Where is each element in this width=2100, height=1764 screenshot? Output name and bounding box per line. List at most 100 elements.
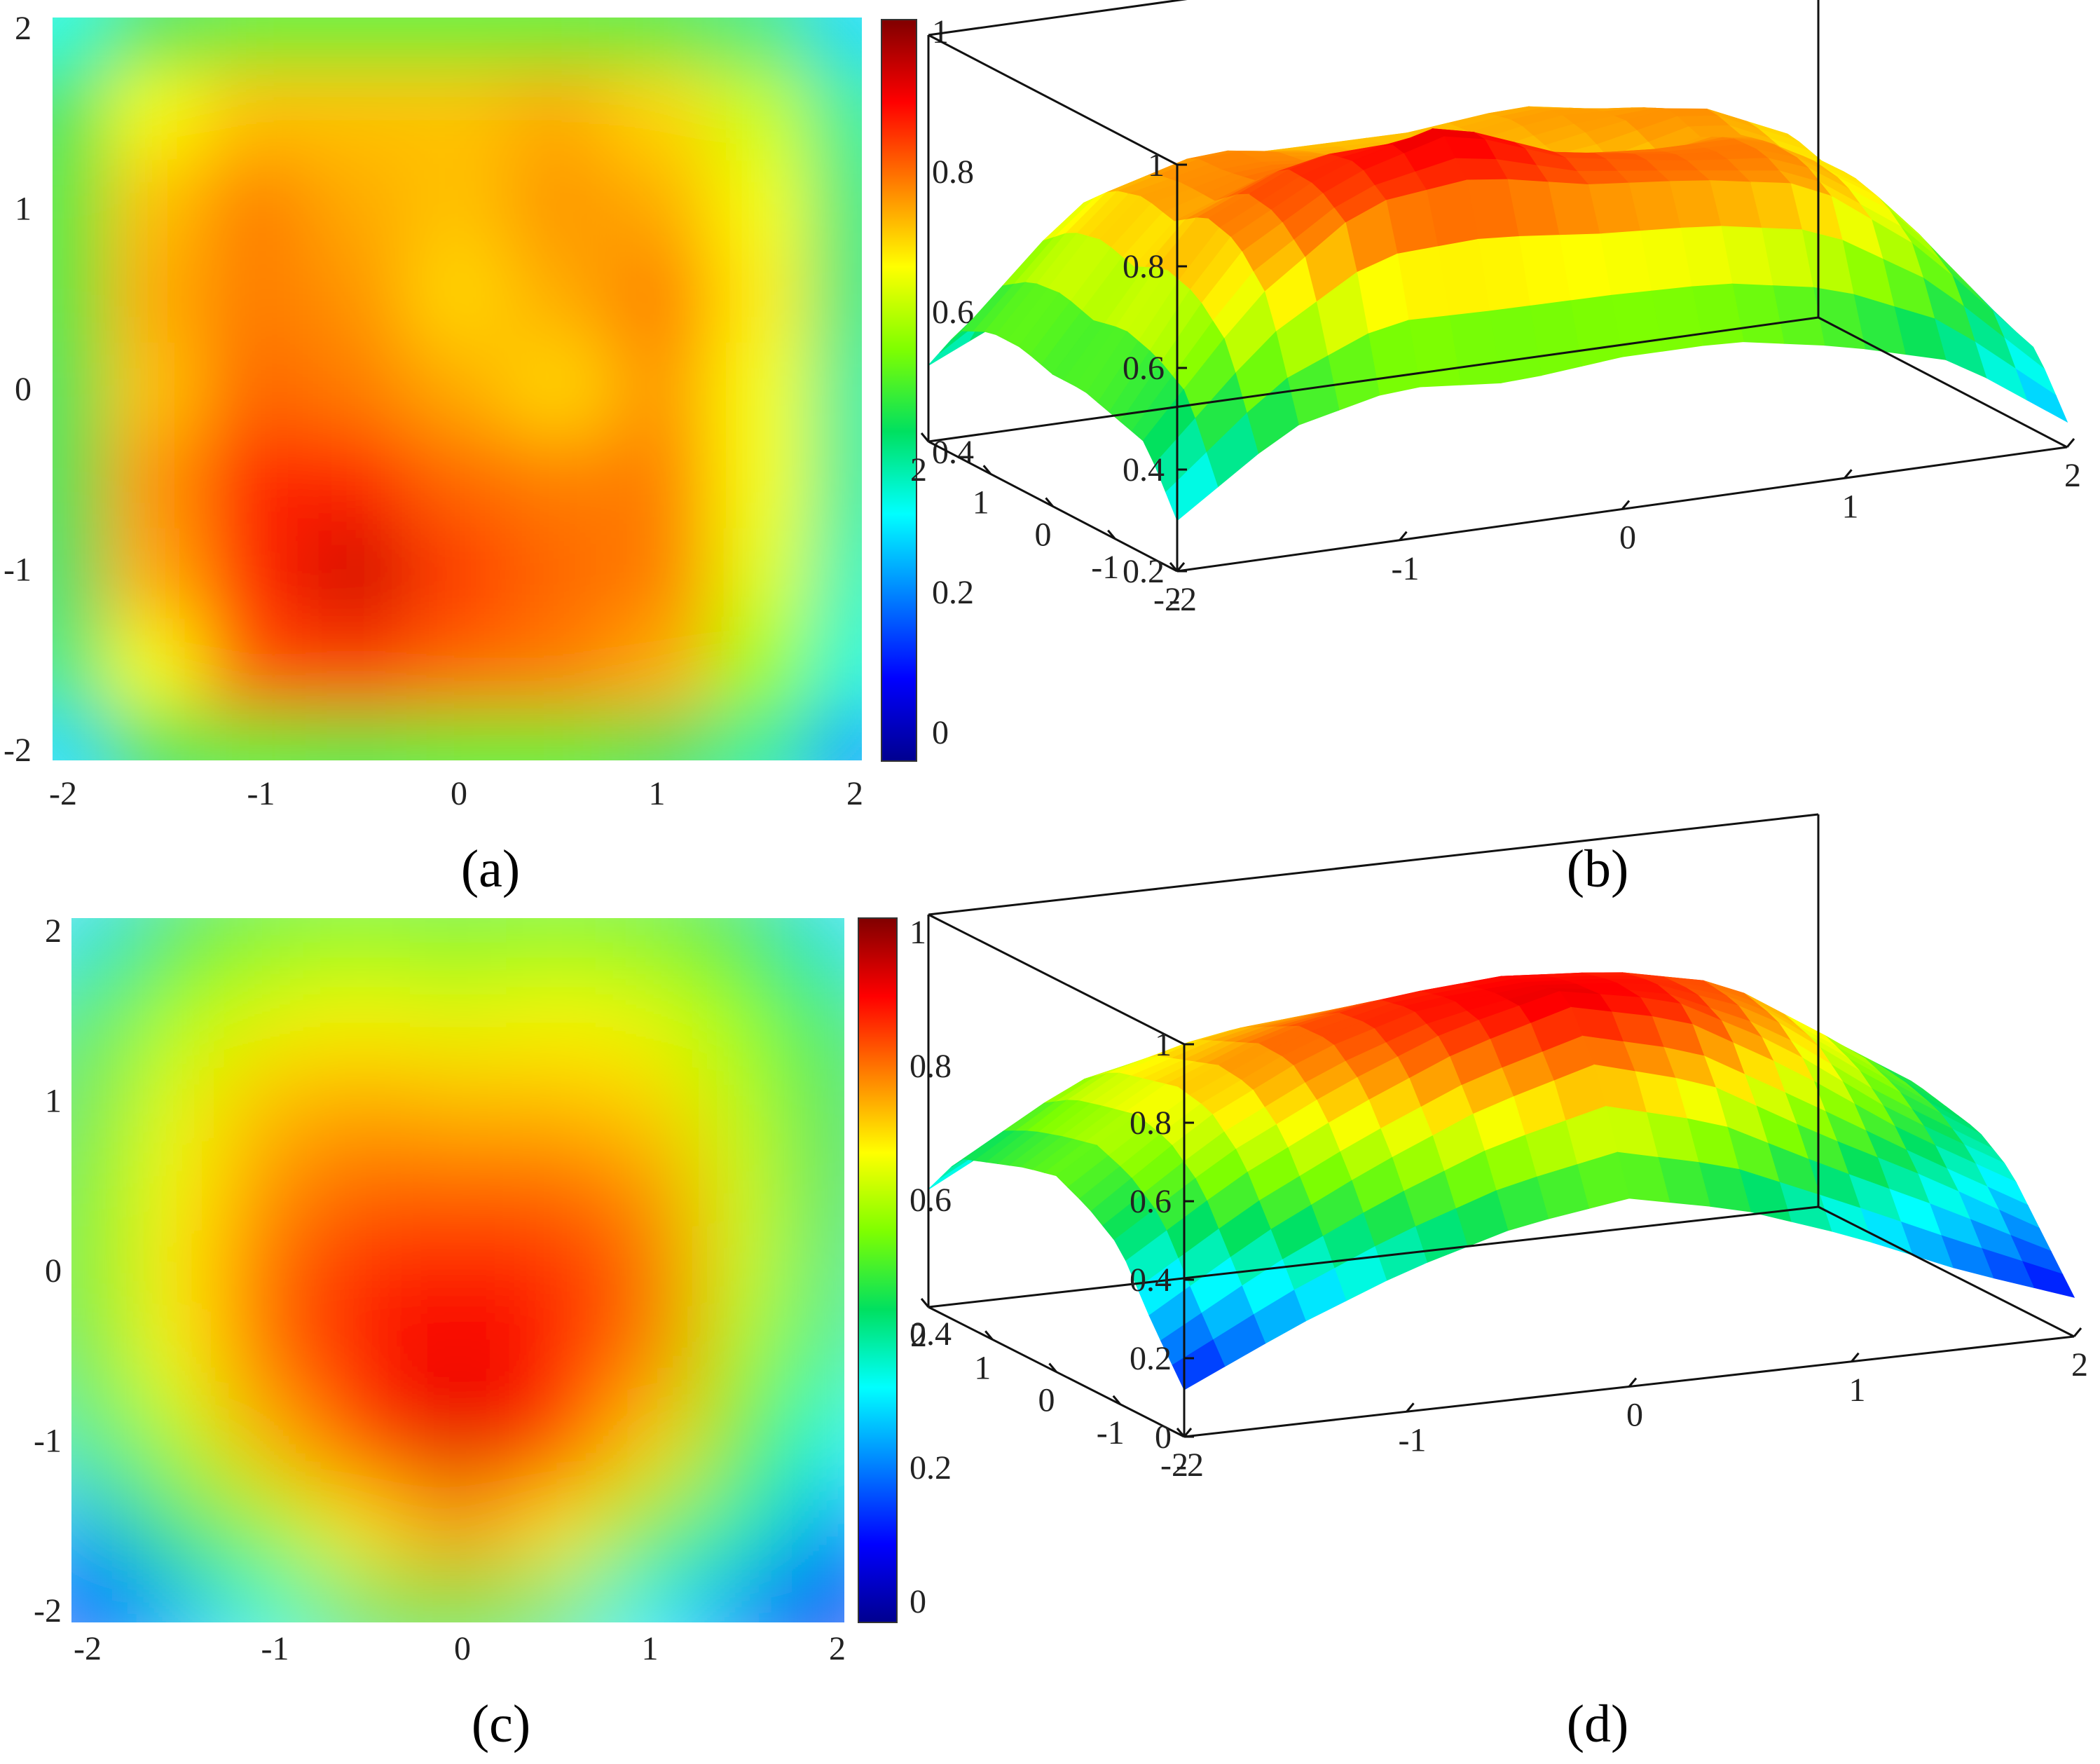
y-tick-label: 2 <box>910 1317 927 1354</box>
y-tick-mark <box>1169 562 1179 572</box>
y-tick-label: 1 <box>15 191 32 228</box>
panel-label-d: (d) <box>1567 1695 1629 1753</box>
heatmap-cell <box>699 962 797 1051</box>
heatmap-cell <box>406 64 509 158</box>
heatmap-cell <box>103 64 205 158</box>
heatmap-cell <box>305 64 408 158</box>
heatmap-cell <box>506 1138 604 1227</box>
heatmap-cell <box>406 435 509 529</box>
heatmap-cell <box>609 528 711 622</box>
z-tick-label: 0 <box>1155 1418 1172 1456</box>
heatmap-cell <box>204 435 306 529</box>
z-tick-label: 0.8 <box>1130 1105 1172 1142</box>
heatmap-cell <box>507 342 610 437</box>
heatmap-cell <box>710 342 812 437</box>
y-tick-label: -1 <box>34 1423 62 1460</box>
heatmap-cell <box>811 156 862 251</box>
colorbar-a <box>881 19 917 762</box>
y-tick-label: 1 <box>974 1349 991 1386</box>
y-tick-mark <box>1045 497 1054 507</box>
heatmap-cell <box>507 249 610 343</box>
heatmap-cell <box>796 1226 844 1315</box>
heatmap-cell <box>507 435 610 529</box>
panel-label-a: (a) <box>461 840 520 898</box>
y-tick-label: -1 <box>1097 1414 1125 1451</box>
y-tick-mark <box>1048 1362 1057 1373</box>
heatmap-cell <box>603 1578 701 1622</box>
heatmap-cell <box>313 1226 411 1315</box>
colorbar-c <box>858 917 898 1623</box>
x-tick-mark <box>1176 562 1186 572</box>
heatmap-cell <box>53 342 104 437</box>
y-tick-label: 0 <box>15 371 32 408</box>
x-tick-mark <box>2073 1327 2082 1337</box>
heatmap-cell <box>305 435 408 529</box>
heatmap-cell <box>53 249 104 343</box>
heatmap-cell <box>506 962 604 1051</box>
heatmap-cell <box>796 1490 844 1580</box>
y-tick-label: 0 <box>45 1252 62 1290</box>
heatmap-cell <box>699 918 797 963</box>
x-tick-label: 0 <box>451 775 467 812</box>
heatmap-cell <box>609 249 711 343</box>
x-tick-label: 2 <box>2071 1346 2088 1383</box>
heatmap-cell <box>103 621 205 715</box>
heatmap-cell <box>811 621 862 715</box>
heatmap-cell <box>103 713 205 760</box>
y-tick-label: 2 <box>15 10 32 47</box>
heatmap-cell <box>796 1314 844 1403</box>
z-tick-label: 1 <box>1148 146 1165 184</box>
y-tick-label: -1 <box>4 552 32 589</box>
heatmap-cell <box>609 18 711 65</box>
colorbar-tick-label: 0.8 <box>932 153 974 191</box>
heatmap-cell <box>53 435 104 529</box>
heatmap-cell <box>71 1578 121 1622</box>
heatmap-cell <box>609 621 711 715</box>
heatmap-cell <box>507 64 610 158</box>
axis-line <box>928 813 1819 916</box>
heatmap-cell <box>204 156 306 251</box>
x-tick-label: -2 <box>74 1630 102 1667</box>
heatmap-cell <box>119 1138 217 1227</box>
heatmap-cell <box>53 713 104 760</box>
heatmap-cell <box>313 1050 411 1140</box>
heatmap-cell <box>204 342 306 437</box>
heatmap-cell <box>603 962 701 1051</box>
colorbar-tick-label: 0.8 <box>910 1048 952 1085</box>
heatmap-cell <box>796 1578 844 1622</box>
x-tick-label: -2 <box>49 775 77 812</box>
heatmap-cell <box>811 435 862 529</box>
heatmap-cell <box>216 1138 314 1227</box>
heatmap-cell <box>796 1402 844 1491</box>
heatmap-cell <box>507 621 610 715</box>
z-tick-label: 0.4 <box>1123 451 1165 488</box>
axis-line <box>928 913 1185 1046</box>
heatmap-cell <box>796 1050 844 1140</box>
axis-line <box>928 1205 1819 1308</box>
heatmap-cell <box>506 1402 604 1491</box>
heatmap-cell <box>710 64 812 158</box>
x-tick-label: 1 <box>649 775 666 812</box>
surface-patch <box>1172 1339 1226 1390</box>
x-tick-label: 0 <box>1619 519 1636 556</box>
heatmap-cell <box>204 64 306 158</box>
heatmap-cell <box>506 1050 604 1140</box>
heatmap-cell <box>216 918 314 963</box>
heatmap-cell <box>699 1578 797 1622</box>
heatmap-cell <box>506 1314 604 1403</box>
heatmap-cell <box>710 18 812 65</box>
heatmap-cell <box>71 962 121 1051</box>
y-tick-mark <box>920 432 930 442</box>
x-tick-label: 0 <box>454 1630 471 1667</box>
x-tick-label: -1 <box>1392 550 1420 587</box>
axis-line <box>928 316 1819 443</box>
heatmap-cells <box>71 918 844 1622</box>
heatmap-cell <box>811 64 862 158</box>
axis-line <box>928 0 1188 36</box>
heatmap-cell <box>699 1490 797 1580</box>
heatmap-cell <box>699 1226 797 1315</box>
